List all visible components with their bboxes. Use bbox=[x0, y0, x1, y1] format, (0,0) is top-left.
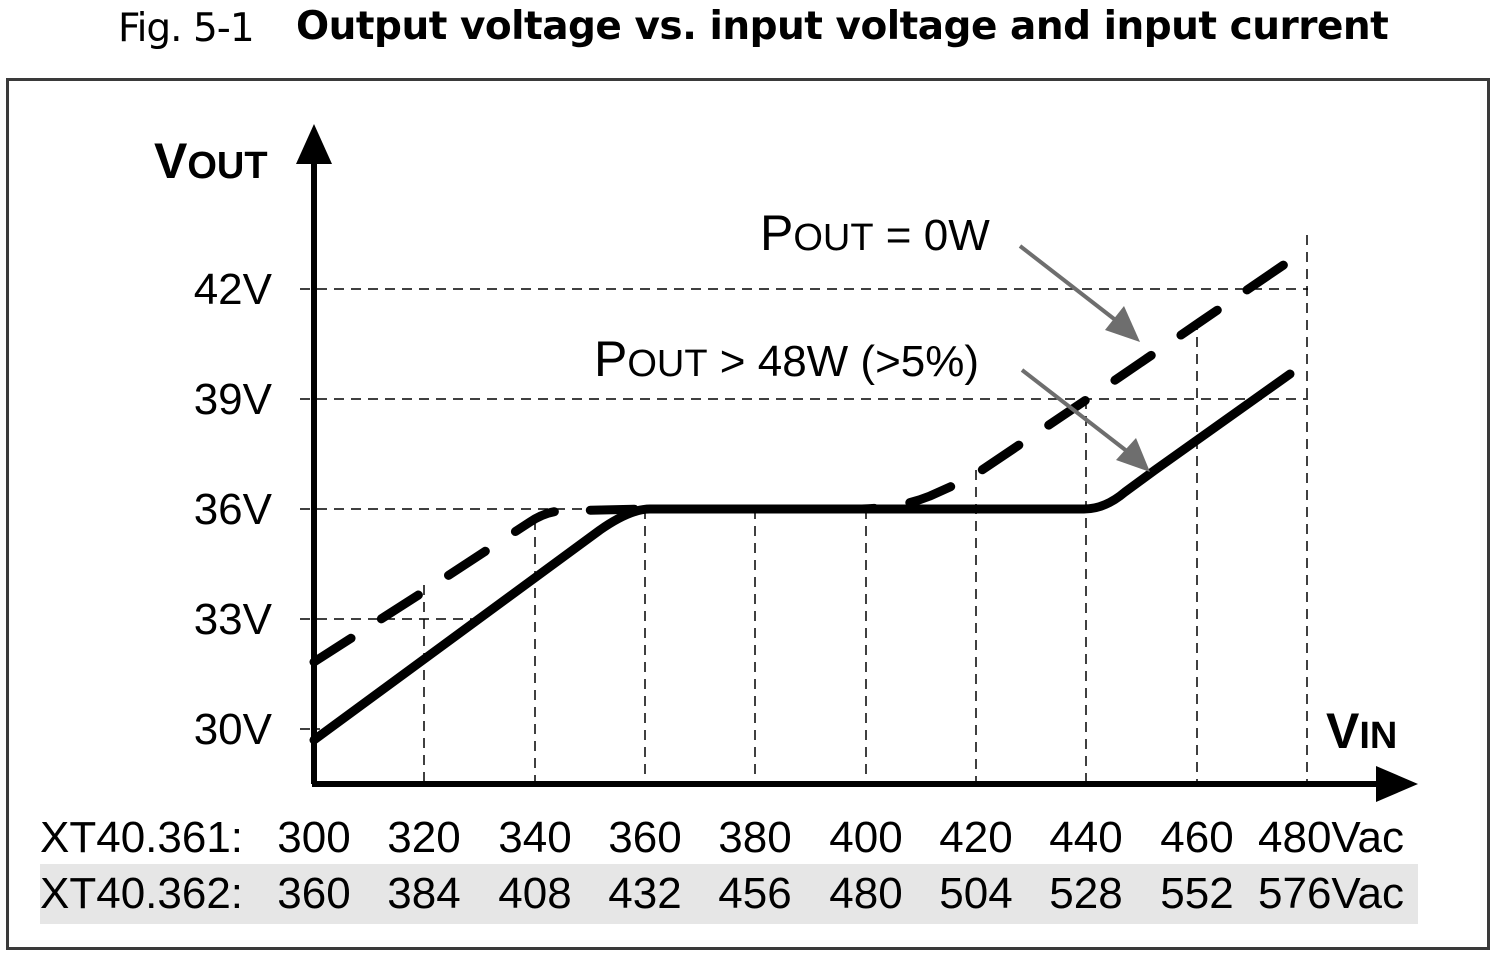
x-tick: 480 bbox=[829, 869, 902, 918]
x-axis-title: VIN bbox=[1326, 703, 1397, 759]
x-tick: 300 bbox=[277, 813, 350, 862]
arrow-pout-48w-icon bbox=[1020, 368, 1130, 454]
series-pout-48w bbox=[309, 369, 1295, 745]
y-tick-36: 36V bbox=[194, 485, 273, 534]
x-tick: 400 bbox=[829, 813, 902, 862]
x-tick: 408 bbox=[498, 869, 571, 918]
y-axis-arrowhead-icon bbox=[296, 124, 332, 164]
x-tick: 384 bbox=[387, 869, 460, 918]
arrow-pout-0w-icon bbox=[1018, 244, 1120, 324]
annotation-pout-48w: POUT > 48W (>5%) bbox=[594, 331, 979, 387]
y-tick-42: 42V bbox=[194, 265, 273, 314]
y-tick-30: 30V bbox=[194, 705, 273, 754]
x-tick: 504 bbox=[939, 869, 1012, 918]
x-row-xt40-362: XT40.362: 360 384 408 432 456 480 504 52… bbox=[40, 869, 1404, 918]
x-tick: 440 bbox=[1049, 813, 1122, 862]
annotation-pout-0w: POUT = 0W bbox=[760, 205, 990, 261]
x-tick: 360 bbox=[277, 869, 350, 918]
figure-title-row: Fig. 5-1 Output voltage vs. input voltag… bbox=[0, 0, 1500, 60]
x-tick: 460 bbox=[1160, 813, 1233, 862]
x-tick: 340 bbox=[498, 813, 571, 862]
y-axis-title: VOUT bbox=[154, 133, 268, 189]
x-tick: 552 bbox=[1160, 869, 1233, 918]
x-tick: 320 bbox=[387, 813, 460, 862]
row-label-361: XT40.361: bbox=[40, 813, 243, 862]
figure-number: Fig. 5-1 bbox=[118, 6, 255, 51]
arrowhead-pout-0w-icon bbox=[1105, 306, 1140, 342]
x-tick: 528 bbox=[1049, 869, 1122, 918]
y-tick-33: 33V bbox=[194, 595, 273, 644]
row-label-362: XT40.362: bbox=[40, 869, 243, 918]
x-tick-last: 480Vac bbox=[1258, 813, 1404, 862]
x-row-xt40-361: XT40.361: 300 320 340 360 380 400 420 44… bbox=[40, 813, 1404, 862]
x-tick: 456 bbox=[718, 869, 791, 918]
axes bbox=[311, 160, 1380, 787]
x-tick-last: 576Vac bbox=[1258, 869, 1404, 918]
arrowhead-pout-48w-icon bbox=[1116, 438, 1150, 472]
x-axis-arrowhead-icon bbox=[1376, 766, 1418, 802]
x-tick: 360 bbox=[608, 813, 681, 862]
x-tick: 420 bbox=[939, 813, 1012, 862]
y-tick-labels: 30V 33V 36V 39V 42V bbox=[194, 265, 273, 754]
x-tick: 432 bbox=[608, 869, 681, 918]
chart-frame bbox=[6, 78, 1490, 950]
annotation-arrows bbox=[1018, 244, 1130, 454]
figure-title: Output voltage vs. input voltage and inp… bbox=[296, 4, 1389, 49]
secondary-row-shade bbox=[40, 864, 1418, 924]
x-tick: 380 bbox=[718, 813, 791, 862]
y-tick-39: 39V bbox=[194, 375, 273, 424]
